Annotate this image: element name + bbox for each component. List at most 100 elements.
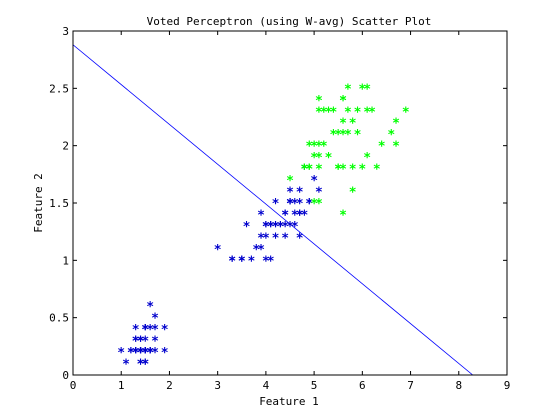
data-point: * (141, 346, 149, 361)
data-point: * (281, 220, 289, 235)
x-axis-ticks: 0 1 2 3 4 5 6 7 8 9 (70, 31, 510, 392)
data-point: * (137, 346, 145, 361)
data-point: * (339, 94, 347, 109)
data-point: * (305, 197, 313, 212)
data-point: * (402, 105, 410, 120)
data-point: * (344, 105, 352, 120)
data-point: * (349, 117, 357, 132)
data-point: * (257, 243, 265, 258)
data-point: * (272, 220, 280, 235)
data-point: * (301, 163, 309, 178)
x-tick-label: 8 (455, 379, 462, 392)
data-point: * (305, 163, 313, 178)
data-point: * (339, 163, 347, 178)
data-point: * (151, 346, 159, 361)
data-point: * (141, 346, 149, 361)
data-point: * (141, 346, 149, 361)
data-point: * (262, 220, 270, 235)
x-tick-label: 3 (214, 379, 221, 392)
data-point: * (132, 335, 140, 350)
data-point: * (281, 208, 289, 223)
data-point: * (363, 82, 371, 97)
x-tick-label: 7 (407, 379, 414, 392)
data-point: * (276, 220, 284, 235)
data-point: * (137, 335, 145, 350)
data-point: * (137, 346, 145, 361)
data-point: * (146, 346, 154, 361)
data-point: * (257, 208, 265, 223)
data-point: * (334, 163, 342, 178)
data-point: * (141, 358, 149, 373)
plot-area (73, 31, 507, 375)
y-tick-label: 2.5 (49, 82, 69, 95)
y-tick-label: 0.5 (49, 312, 69, 325)
data-point: * (301, 163, 309, 178)
data-point: * (262, 254, 270, 269)
data-point: * (286, 220, 294, 235)
data-point: * (117, 346, 125, 361)
x-tick-label: 1 (118, 379, 125, 392)
data-point: * (315, 163, 323, 178)
data-point: * (141, 346, 149, 361)
data-point: * (137, 346, 145, 361)
data-point: * (363, 105, 371, 120)
data-point: * (296, 186, 304, 201)
data-point: * (315, 140, 323, 155)
x-tick-label: 4 (263, 379, 270, 392)
data-point: * (146, 323, 154, 338)
data-point: * (137, 346, 145, 361)
data-point: * (315, 105, 323, 120)
x-tick-label: 6 (359, 379, 366, 392)
data-point: * (310, 151, 318, 166)
data-point: * (325, 151, 333, 166)
data-point: * (132, 335, 140, 350)
data-point: * (137, 358, 145, 373)
data-point: * (344, 128, 352, 143)
data-point: * (272, 220, 280, 235)
data-point: * (257, 231, 265, 246)
data-point: * (267, 220, 275, 235)
data-point: * (368, 105, 376, 120)
data-point: * (315, 186, 323, 201)
data-point: * (339, 128, 347, 143)
data-point: * (228, 254, 236, 269)
data-point: * (392, 140, 400, 155)
data-point: * (276, 220, 284, 235)
data-point: * (301, 163, 309, 178)
data-point: * (291, 208, 299, 223)
y-axis-label: Feature 2 (32, 173, 45, 233)
y-tick-label: 1 (62, 254, 69, 267)
data-point: * (122, 358, 130, 373)
data-point: * (151, 323, 159, 338)
x-tick-label: 2 (166, 379, 173, 392)
x-axis-label: Feature 1 (259, 395, 319, 408)
data-point: * (387, 128, 395, 143)
data-point: * (291, 220, 299, 235)
data-point: * (141, 358, 149, 373)
data-point: * (296, 231, 304, 246)
data-point: * (272, 197, 280, 212)
data-point: * (315, 197, 323, 212)
data-point: * (363, 151, 371, 166)
data-point: * (132, 346, 140, 361)
data-point: * (141, 323, 149, 338)
data-point: * (339, 117, 347, 132)
y-axis-ticks: 0 0.5 1 1.5 2 2.5 3 (49, 25, 507, 382)
data-point: * (305, 197, 313, 212)
data-point: * (262, 231, 270, 246)
data-point: * (127, 346, 135, 361)
data-point: * (296, 208, 304, 223)
data-point: * (141, 323, 149, 338)
data-point: * (286, 197, 294, 212)
data-point: * (262, 220, 270, 235)
series-1: *** *************** *********** ********** *… (117, 163, 323, 373)
data-point: * (137, 335, 145, 350)
data-point: * (315, 151, 323, 166)
data-point: * (325, 105, 333, 120)
data-point: * (146, 346, 154, 361)
data-point: * (267, 254, 275, 269)
data-point: * (141, 346, 149, 361)
data-point: * (315, 94, 323, 109)
data-point: * (137, 335, 145, 350)
